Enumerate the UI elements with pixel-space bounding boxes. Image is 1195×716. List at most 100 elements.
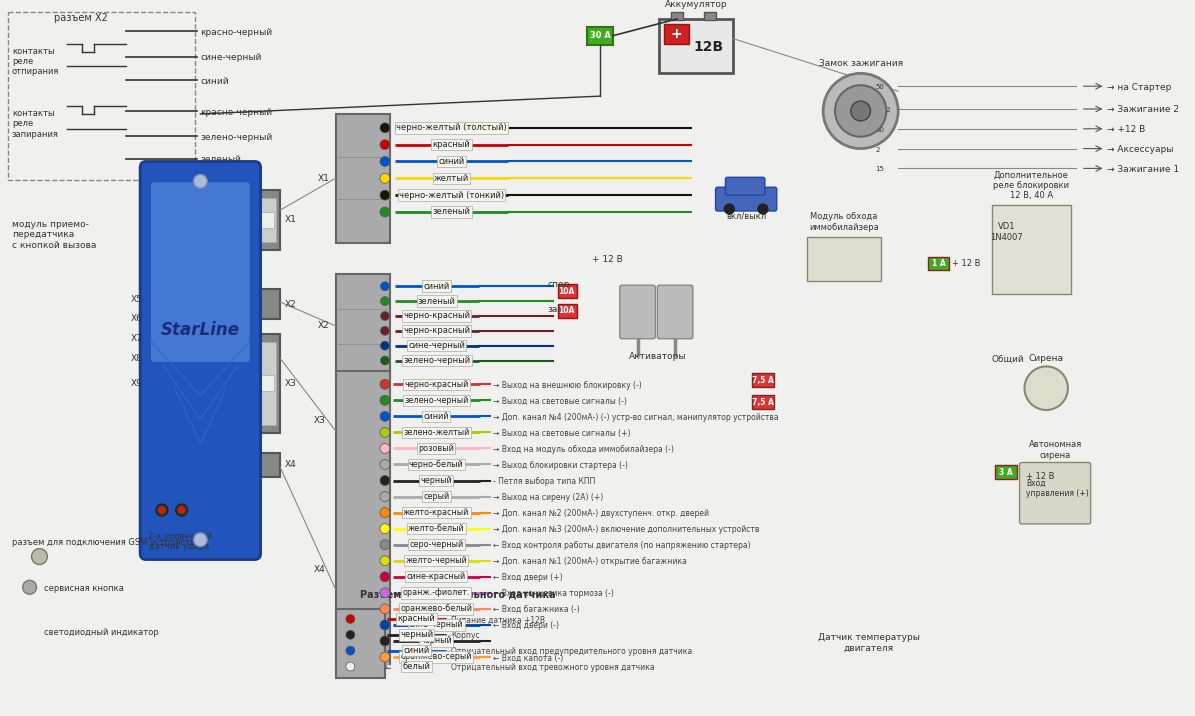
Text: разъем X2: разъем X2: [54, 13, 108, 23]
Text: 15/2: 15/2: [876, 107, 891, 113]
Circle shape: [380, 460, 390, 470]
Circle shape: [380, 556, 390, 566]
Circle shape: [345, 630, 355, 639]
Text: Датчик температуры
двигателя: Датчик температуры двигателя: [817, 633, 919, 653]
Circle shape: [176, 504, 188, 516]
Text: Отрицательный вход тревожного уровня датчика: Отрицательный вход тревожного уровня дат…: [451, 663, 655, 672]
Bar: [257, 342, 276, 425]
Text: + 12 В: + 12 В: [593, 256, 623, 264]
FancyBboxPatch shape: [725, 178, 765, 195]
Bar: [336, 274, 390, 378]
Text: → +12 В: → +12 В: [1108, 125, 1146, 135]
FancyBboxPatch shape: [657, 285, 693, 339]
Circle shape: [380, 207, 390, 217]
Circle shape: [724, 204, 734, 214]
Text: зеленый: зеленый: [433, 208, 471, 216]
Text: → Выход на световые сигналы (+): → Выход на световые сигналы (+): [494, 429, 631, 438]
Bar: [752, 395, 774, 409]
Bar: [752, 373, 774, 387]
Text: синий: синий: [439, 157, 465, 166]
Text: → Вход на модуль обхода иммобилайзера (-): → Вход на модуль обхода иммобилайзера (-…: [494, 445, 674, 454]
Bar: [672, 12, 684, 20]
Circle shape: [380, 636, 390, 646]
Text: сине-черный: сине-черный: [409, 341, 465, 350]
Text: ← Вход двери (+): ← Вход двери (+): [494, 574, 563, 582]
Circle shape: [380, 620, 390, 630]
Text: ← Вход концевика тормоза (-): ← Вход концевика тормоза (-): [494, 589, 614, 599]
Circle shape: [380, 356, 390, 365]
FancyBboxPatch shape: [716, 187, 777, 211]
Circle shape: [380, 588, 390, 598]
Circle shape: [178, 507, 184, 513]
Bar: [995, 465, 1017, 479]
Circle shape: [155, 504, 167, 516]
Text: X2: X2: [318, 321, 330, 330]
Circle shape: [851, 101, 870, 121]
Text: → Выход на сирену (2А) (+): → Выход на сирену (2А) (+): [494, 493, 603, 502]
Circle shape: [345, 614, 355, 624]
Text: → Доп. канал №1 (200мА-) открытие багажника: → Доп. канал №1 (200мА-) открытие багажн…: [494, 557, 687, 566]
Text: синий: синий: [404, 646, 430, 655]
Text: Дополнительное
реле блокировки
12 В, 40 А: Дополнительное реле блокировки 12 В, 40 …: [993, 170, 1070, 200]
FancyBboxPatch shape: [140, 162, 261, 559]
Circle shape: [380, 572, 390, 581]
Text: оранжево-белый: оранжево-белый: [400, 604, 472, 614]
Circle shape: [380, 342, 390, 350]
Text: 2-х уровневый
датчик удара: 2-х уровневый датчик удара: [148, 532, 212, 551]
Text: + 12 В: + 12 В: [1027, 473, 1055, 481]
Bar: [258, 212, 275, 228]
Bar: [252, 289, 281, 319]
Text: X2: X2: [284, 299, 296, 309]
Circle shape: [380, 427, 390, 437]
Text: черно-белый: черно-белый: [409, 460, 464, 469]
Circle shape: [159, 507, 165, 513]
Circle shape: [345, 662, 355, 671]
Text: 3 А: 3 А: [999, 468, 1012, 477]
Circle shape: [380, 190, 390, 200]
Text: + 12 В: + 12 В: [952, 259, 981, 268]
Text: Разъем дополнительного датчика: Разъем дополнительного датчика: [360, 589, 556, 599]
Text: X7: X7: [130, 334, 142, 343]
Text: серый: серый: [423, 492, 449, 501]
FancyBboxPatch shape: [620, 285, 655, 339]
Text: черно-желтый (тонкий): черно-желтый (тонкий): [399, 190, 504, 200]
Text: X5: X5: [130, 294, 142, 304]
Text: X3: X3: [314, 417, 326, 425]
Text: Сирена: Сирена: [1029, 354, 1064, 362]
Text: Корпус: Корпус: [451, 632, 479, 640]
Text: X1: X1: [318, 174, 330, 183]
Bar: [660, 19, 734, 73]
Text: 50: 50: [876, 84, 884, 90]
Text: 2: 2: [876, 147, 880, 153]
Bar: [704, 12, 716, 20]
Text: X9: X9: [130, 379, 142, 388]
Text: черно-желтый (толстый): черно-желтый (толстый): [397, 123, 507, 132]
Text: 10А: 10А: [558, 286, 575, 296]
Text: ← Вход двери (-): ← Вход двери (-): [494, 621, 559, 630]
Text: красно-черный: красно-черный: [201, 108, 272, 117]
Circle shape: [380, 475, 390, 485]
Text: черный: черный: [421, 637, 452, 645]
Text: сине-черный: сине-черный: [201, 54, 262, 62]
Text: зап.: зап.: [547, 305, 568, 314]
Bar: [336, 609, 385, 678]
Text: оранж.-фиолет.: оранж.-фиолет.: [403, 589, 470, 597]
Circle shape: [380, 412, 390, 421]
Text: черно-красный: черно-красный: [403, 326, 471, 335]
Circle shape: [380, 296, 390, 306]
Bar: [258, 375, 275, 391]
Text: → Зажигание 2: → Зажигание 2: [1108, 105, 1179, 115]
Text: → Доп. канал №3 (200мА-) включение дополнительных устройств: → Доп. канал №3 (200мА-) включение допол…: [494, 525, 760, 534]
Text: Активаторы: Активаторы: [629, 352, 686, 361]
Text: синий: синий: [201, 77, 229, 86]
Text: 30: 30: [876, 127, 884, 132]
Text: 15: 15: [876, 166, 884, 173]
Text: черно-красный: черно-красный: [404, 379, 468, 389]
Text: +: +: [670, 26, 682, 41]
Text: контакты
реле
запирания: контакты реле запирания: [12, 109, 59, 139]
Circle shape: [380, 379, 390, 390]
Text: желто-белый: желто-белый: [407, 524, 465, 533]
Text: 30 А: 30 А: [589, 32, 611, 40]
Bar: [664, 24, 688, 44]
Text: белый: белый: [403, 662, 430, 671]
